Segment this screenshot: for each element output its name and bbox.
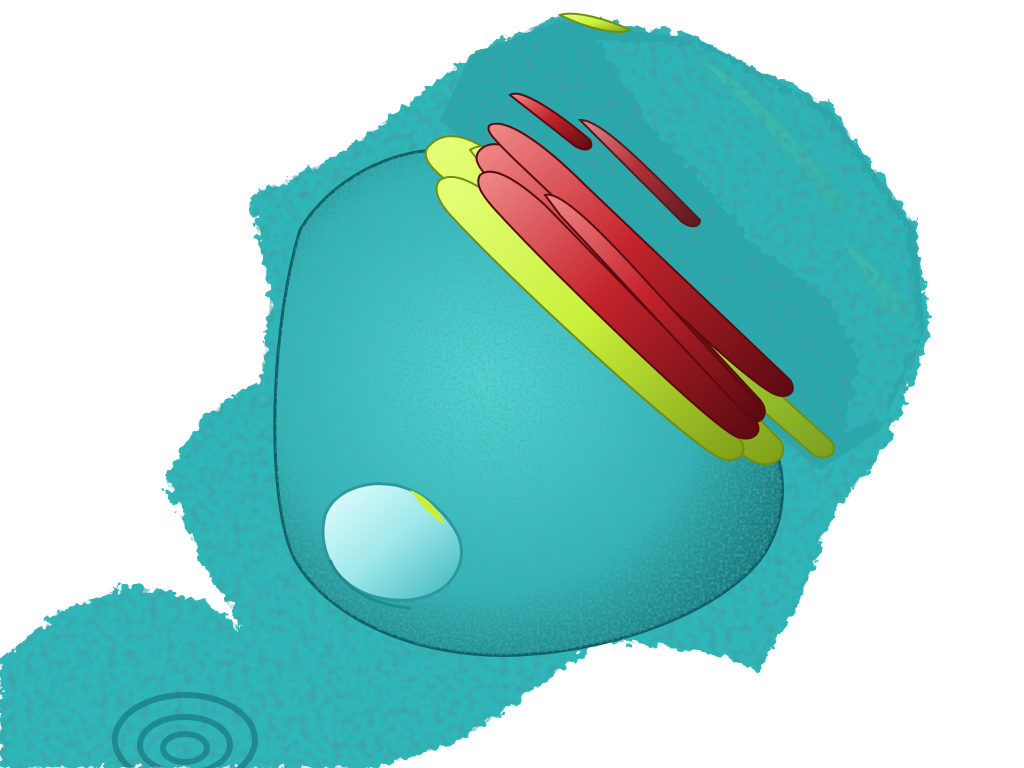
cap-noise-texture: [600, 40, 920, 430]
bright-blob: [321, 482, 463, 610]
swirl-structure: [112, 692, 258, 768]
inner-isosurface: [475, 92, 794, 440]
